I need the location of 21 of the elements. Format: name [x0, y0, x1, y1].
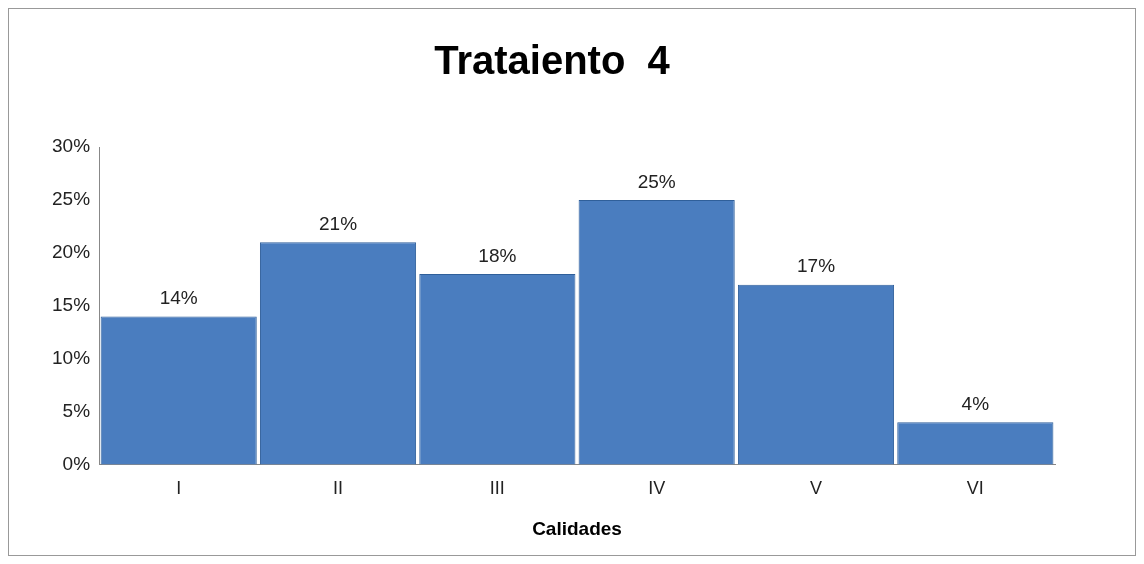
x-tick-label: II: [333, 478, 344, 499]
y-tick-label: 10%: [52, 346, 91, 368]
y-tick-label: 25%: [52, 188, 91, 210]
data-label: 17%: [796, 255, 836, 277]
chart-title: Trataiento 4: [434, 38, 671, 83]
data-label: 4%: [961, 392, 990, 414]
x-tick-label: VI: [966, 478, 984, 499]
x-tick-label: I: [176, 478, 182, 499]
y-tick-label: 30%: [52, 135, 91, 157]
data-label: 18%: [478, 244, 517, 266]
y-tick-label: 5%: [62, 399, 91, 421]
data-label: 25%: [637, 170, 676, 192]
y-tick-label: 15%: [52, 294, 91, 316]
x-tick-label: III: [489, 478, 505, 499]
x-tick-label: IV: [648, 478, 666, 499]
x-tick-label: V: [810, 478, 823, 499]
y-tick-label: 20%: [52, 241, 91, 263]
x-axis-title: Calidades: [532, 517, 622, 539]
data-label: 21%: [319, 213, 358, 235]
data-label: 14%: [159, 287, 198, 309]
y-tick-label: 0%: [62, 452, 91, 474]
